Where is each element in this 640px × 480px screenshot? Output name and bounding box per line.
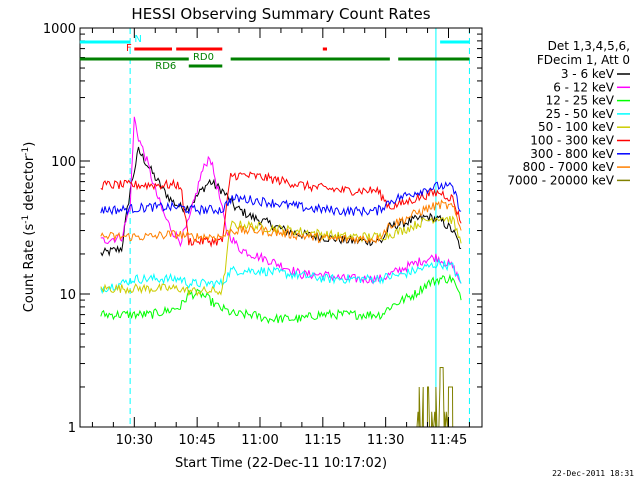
legend-header-2: FDecim 1, Att 0 — [537, 53, 630, 67]
attenuator-flags: NF RD0 RD6 — [79, 34, 470, 72]
y-tick-label-2: 10 — [59, 288, 76, 303]
legend-label-7: 300 - 800 keV — [530, 147, 614, 161]
flag-label-rd6: RD6 — [155, 61, 176, 72]
y-tick-label-3: 100 — [51, 155, 76, 170]
series-line-3 — [100, 273, 462, 325]
legend-header-1: Det 1,3,4,5,6, — [548, 39, 630, 53]
series-line-5 — [100, 215, 462, 297]
series-line-2 — [100, 116, 462, 285]
x-tick-label-1: 10:30 — [116, 433, 153, 448]
legend-label-2: 6 - 12 keV — [553, 80, 615, 94]
flag-label-rd0: RD0 — [193, 52, 214, 63]
x-tick-label-6: 11:45 — [430, 433, 467, 448]
chart-title: HESSI Observing Summary Count Rates — [131, 5, 430, 23]
x-tick-label-3: 11:00 — [241, 433, 278, 448]
legend-label-6: 100 - 300 keV — [530, 134, 614, 148]
x-tick-label-4: 11:15 — [304, 433, 341, 448]
legend-label-9: 7000 - 20000 keV — [507, 173, 614, 187]
flag-label-n: N — [134, 34, 141, 45]
axes: 1 10 100 1000 10:30 10:45 11:00 11:15 11:30 11:45 — [43, 22, 482, 448]
y-tick-label-4: 1000 — [43, 22, 76, 37]
x-tick-label-5: 11:30 — [367, 433, 404, 448]
legend-label-3: 12 - 25 keV — [546, 94, 615, 108]
y-axis-label: Count Rate (s-1 detector-1) — [21, 142, 37, 313]
legend-label-1: 3 - 6 keV — [561, 67, 615, 81]
legend-label-4: 25 - 50 keV — [546, 107, 615, 121]
x-axis-label: Start Time (22-Dec-11 10:17:02) — [175, 456, 387, 471]
legend: Det 1,3,4,5,6, FDecim 1, Att 0 3 - 6 keV… — [507, 39, 630, 187]
legend-label-8: 800 - 7000 keV — [523, 160, 615, 174]
plot-area — [100, 28, 470, 428]
legend-label-5: 50 - 100 keV — [538, 120, 615, 134]
series-line-8 — [100, 199, 462, 244]
series-line-7 — [100, 181, 462, 218]
series-line-9 — [415, 367, 457, 428]
plot-timestamp: 22-Dec-2011 18:31 — [552, 469, 634, 478]
series-line-6 — [100, 171, 462, 248]
x-tick-label-2: 10:45 — [178, 433, 215, 448]
series-line-4 — [100, 258, 462, 295]
flag-label-f: F — [126, 43, 132, 54]
y-tick-label-1: 1 — [68, 421, 76, 436]
